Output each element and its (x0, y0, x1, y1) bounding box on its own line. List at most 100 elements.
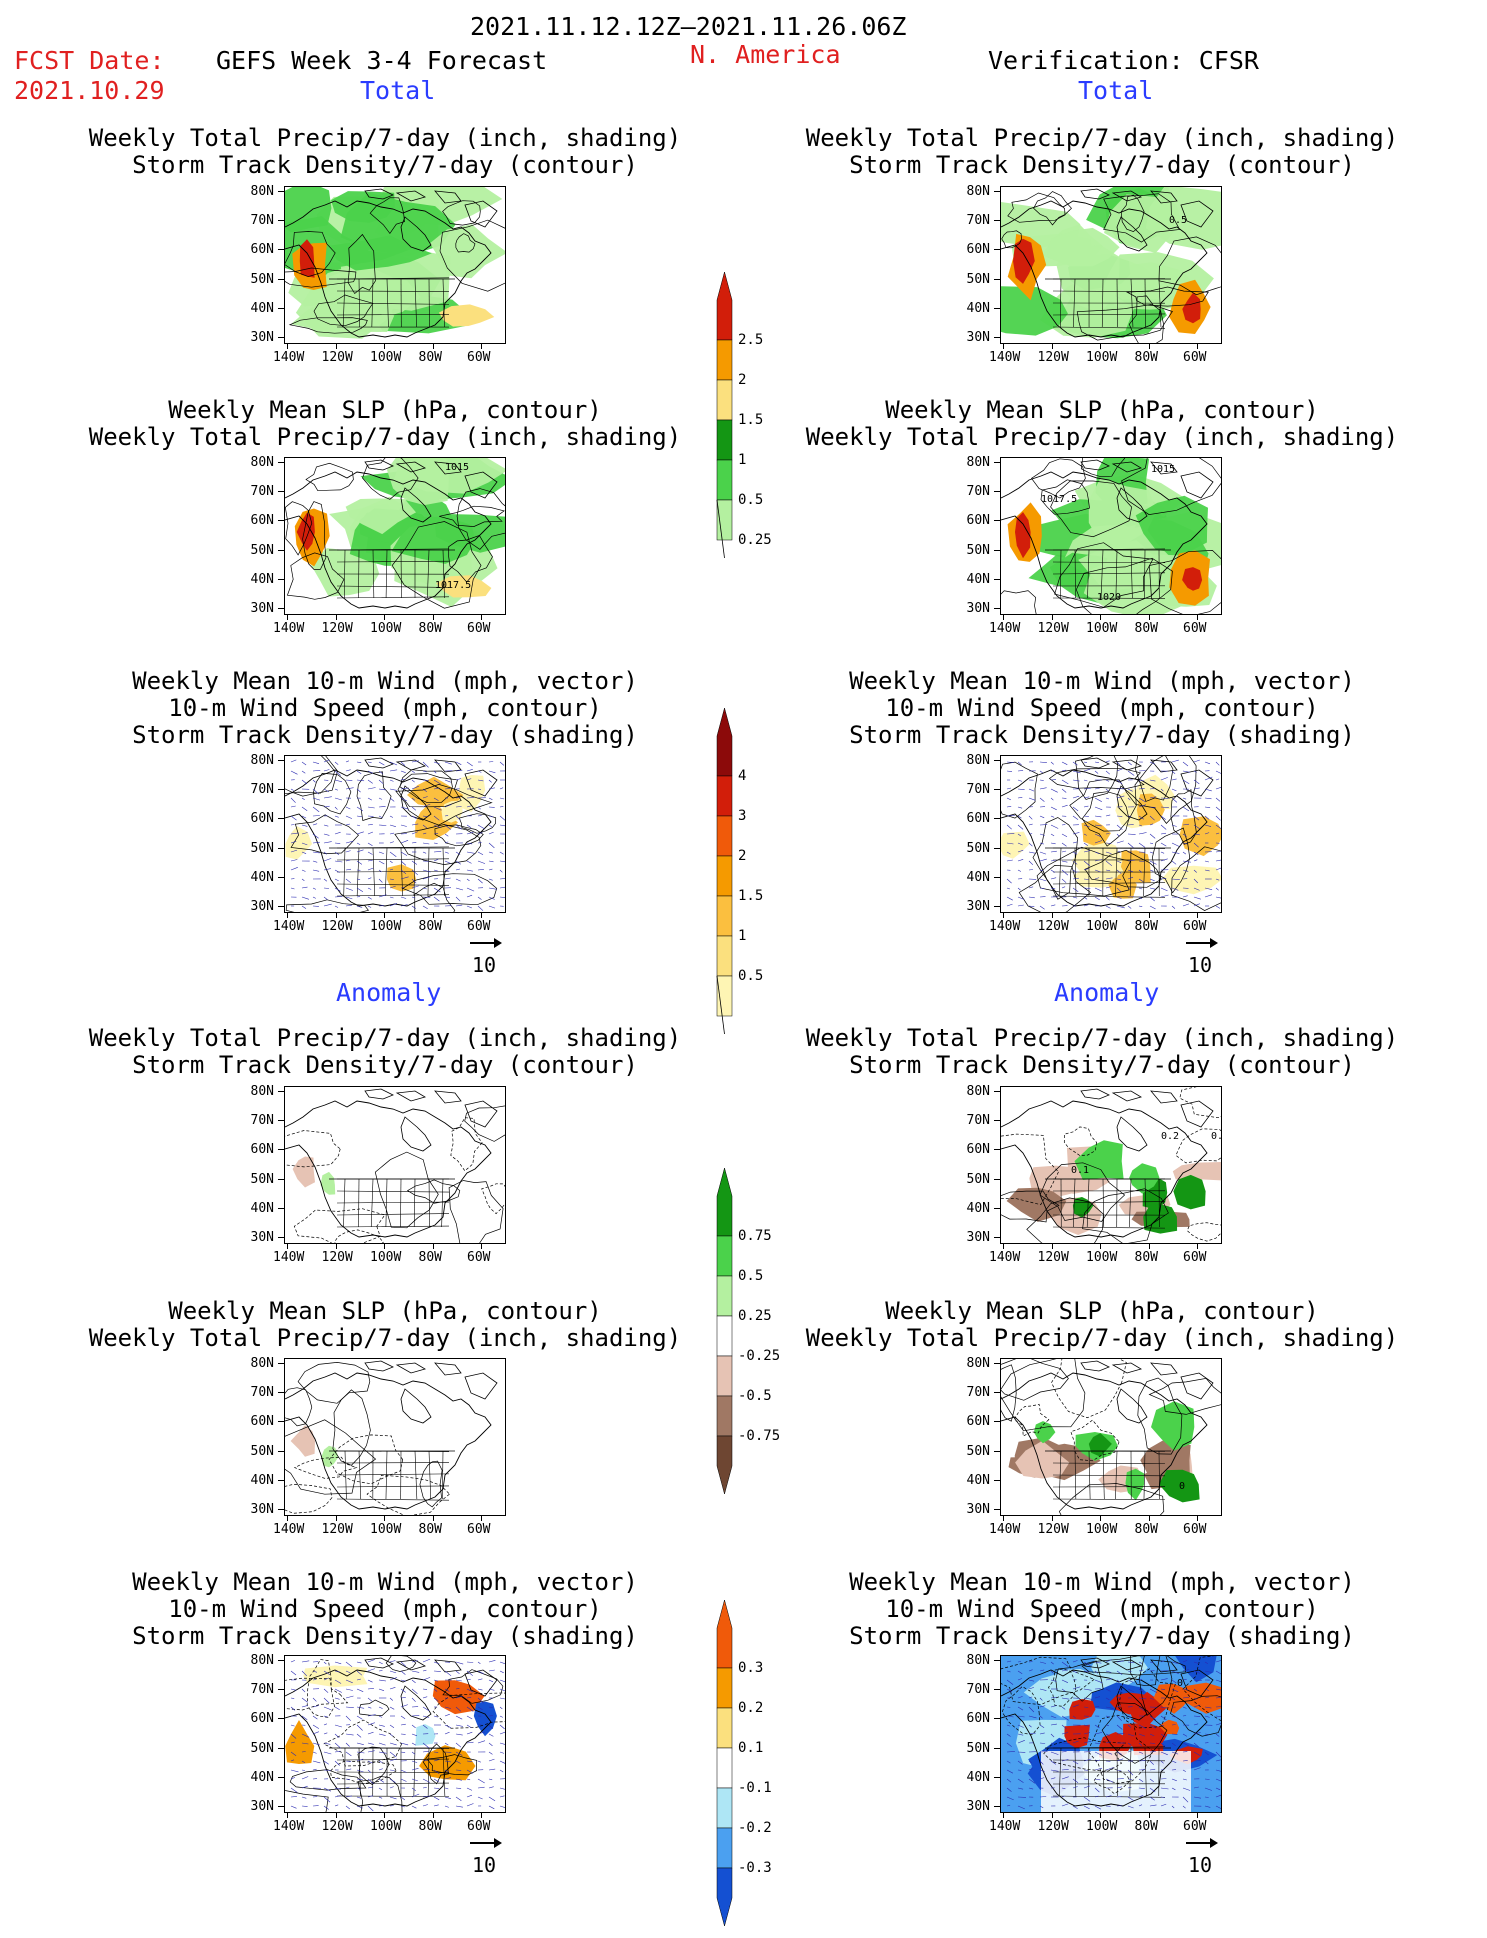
lat-tick-label: 50N (950, 272, 990, 287)
lat-tick-label: 70N (234, 782, 274, 797)
lon-tick-label: 60W (1183, 1819, 1206, 1834)
lon-tick-label: 80W (419, 1819, 442, 1834)
lat-tick (994, 789, 1000, 790)
lon-tick-label: 140W (273, 621, 304, 636)
lon-tick-label: 80W (419, 350, 442, 365)
panel-title-line-2: 10-m Wind Speed (mph, contour) (85, 1596, 685, 1623)
map-plot: 0.5 (1001, 187, 1221, 343)
lat-tick-label: 70N (950, 782, 990, 797)
lat-tick (994, 1748, 1000, 1749)
colorbar-label: 4 (738, 768, 746, 784)
panel-title-line-2: Weekly Total Precip/7-day (inch, shading… (802, 424, 1402, 451)
model-title: GEFS Week 3-4 Forecast (216, 48, 547, 73)
lat-tick-label: 50N (234, 272, 274, 287)
region-title: N. America (690, 42, 841, 67)
lon-tick (1052, 615, 1053, 620)
lat-tick-label: 60N (234, 1414, 274, 1429)
lat-tick (994, 337, 1000, 338)
lon-tick-label: 100W (370, 350, 401, 365)
lon-tick-label: 100W (370, 621, 401, 636)
colorbar-label: 3 (738, 808, 746, 824)
colorbar-anom_storm (712, 1598, 742, 1938)
colorbar-segment (717, 340, 732, 380)
lon-tick (384, 615, 385, 620)
lat-tick-label: 40N (234, 1473, 274, 1488)
panel-title-r4-right: Weekly Total Precip/7-day (inch, shading… (802, 1025, 1402, 1079)
colorbar-segment (717, 1236, 732, 1276)
lat-tick-label: 60N (950, 242, 990, 257)
lat-tick (278, 1179, 284, 1180)
panel-title-line-1: Weekly Mean 10-m Wind (mph, vector) (85, 1569, 685, 1596)
lon-tick-label: 80W (1135, 1819, 1158, 1834)
map-r3-left (284, 755, 506, 913)
lat-tick-label: 30N (234, 899, 274, 914)
panel-title-r4-left: Weekly Total Precip/7-day (inch, shading… (85, 1025, 685, 1079)
lon-tick (481, 344, 482, 349)
lon-tick-label: 140W (989, 1250, 1020, 1265)
panel-title-line-3: Storm Track Density/7-day (shading) (85, 722, 685, 749)
contour-label: 1015 (445, 462, 469, 473)
colorbar-segment (717, 272, 732, 340)
lat-tick-label: 70N (234, 1385, 274, 1400)
lat-tick-label: 40N (950, 301, 990, 316)
lon-tick-label: 60W (1183, 1250, 1206, 1265)
lon-tick (287, 344, 288, 349)
lon-tick-label: 80W (1135, 621, 1158, 636)
lon-tick (1003, 615, 1004, 620)
lon-tick (287, 1813, 288, 1818)
panel-title-line-1: Weekly Mean SLP (hPa, contour) (802, 397, 1402, 424)
lat-tick (278, 191, 284, 192)
lon-tick-label: 60W (467, 1250, 490, 1265)
lat-tick (994, 308, 1000, 309)
colorbar-segment (717, 1788, 732, 1828)
map-plot (285, 1359, 505, 1515)
lon-tick (1197, 615, 1198, 620)
colorbar-segment (717, 1668, 732, 1708)
panel-title-line-2: Weekly Total Precip/7-day (inch, shading… (85, 1325, 685, 1352)
lat-tick (994, 1237, 1000, 1238)
lon-tick-label: 60W (467, 1819, 490, 1834)
lon-tick-label: 100W (1086, 621, 1117, 636)
panel-title-line-3: Storm Track Density/7-day (shading) (85, 1623, 685, 1650)
lon-tick-label: 140W (273, 1819, 304, 1834)
lon-tick (287, 1516, 288, 1521)
panel-title-line-2: Weekly Total Precip/7-day (inch, shading… (85, 424, 685, 451)
lon-tick-label: 120W (1038, 1522, 1069, 1537)
vector-reference-arrow (470, 1842, 500, 1844)
lon-tick-label: 120W (322, 919, 353, 934)
lat-tick-label: 50N (234, 841, 274, 856)
lon-tick-label: 80W (1135, 1250, 1158, 1265)
lat-tick-label: 50N (234, 543, 274, 558)
lon-tick (1149, 1516, 1150, 1521)
colorbar-segment (717, 460, 732, 500)
lat-tick (994, 1777, 1000, 1778)
lon-tick-label: 120W (322, 350, 353, 365)
map-plot: 1015 1017.5 (285, 458, 505, 614)
contour-label: 0 (1179, 1481, 1185, 1492)
lat-tick (278, 1208, 284, 1209)
lat-tick-label: 40N (234, 572, 274, 587)
lat-tick-label: 30N (950, 1230, 990, 1245)
lat-tick (994, 1806, 1000, 1807)
lon-tick (384, 913, 385, 918)
lat-tick (278, 249, 284, 250)
map-plot (1001, 756, 1221, 912)
panel-title-r3-right: Weekly Mean 10-m Wind (mph, vector)10-m … (802, 668, 1402, 749)
lat-tick-label: 70N (234, 213, 274, 228)
lat-tick-label: 60N (950, 1414, 990, 1429)
panel-title-line-2: 10-m Wind Speed (mph, contour) (802, 1596, 1402, 1623)
lon-tick-label: 140W (273, 1250, 304, 1265)
lat-tick-label: 80N (950, 455, 990, 470)
lat-tick-label: 40N (234, 1770, 274, 1785)
colorbar-label: -0.2 (738, 1820, 772, 1836)
verification-title: Verification: CFSR (988, 48, 1259, 73)
lon-tick (336, 1244, 337, 1249)
lat-tick-label: 40N (950, 1770, 990, 1785)
map-plot (285, 187, 505, 343)
contour-label: 1017.5 (435, 580, 471, 591)
lat-tick (278, 1120, 284, 1121)
lon-tick (1149, 913, 1150, 918)
lat-tick-label: 40N (234, 301, 274, 316)
lat-tick (278, 337, 284, 338)
